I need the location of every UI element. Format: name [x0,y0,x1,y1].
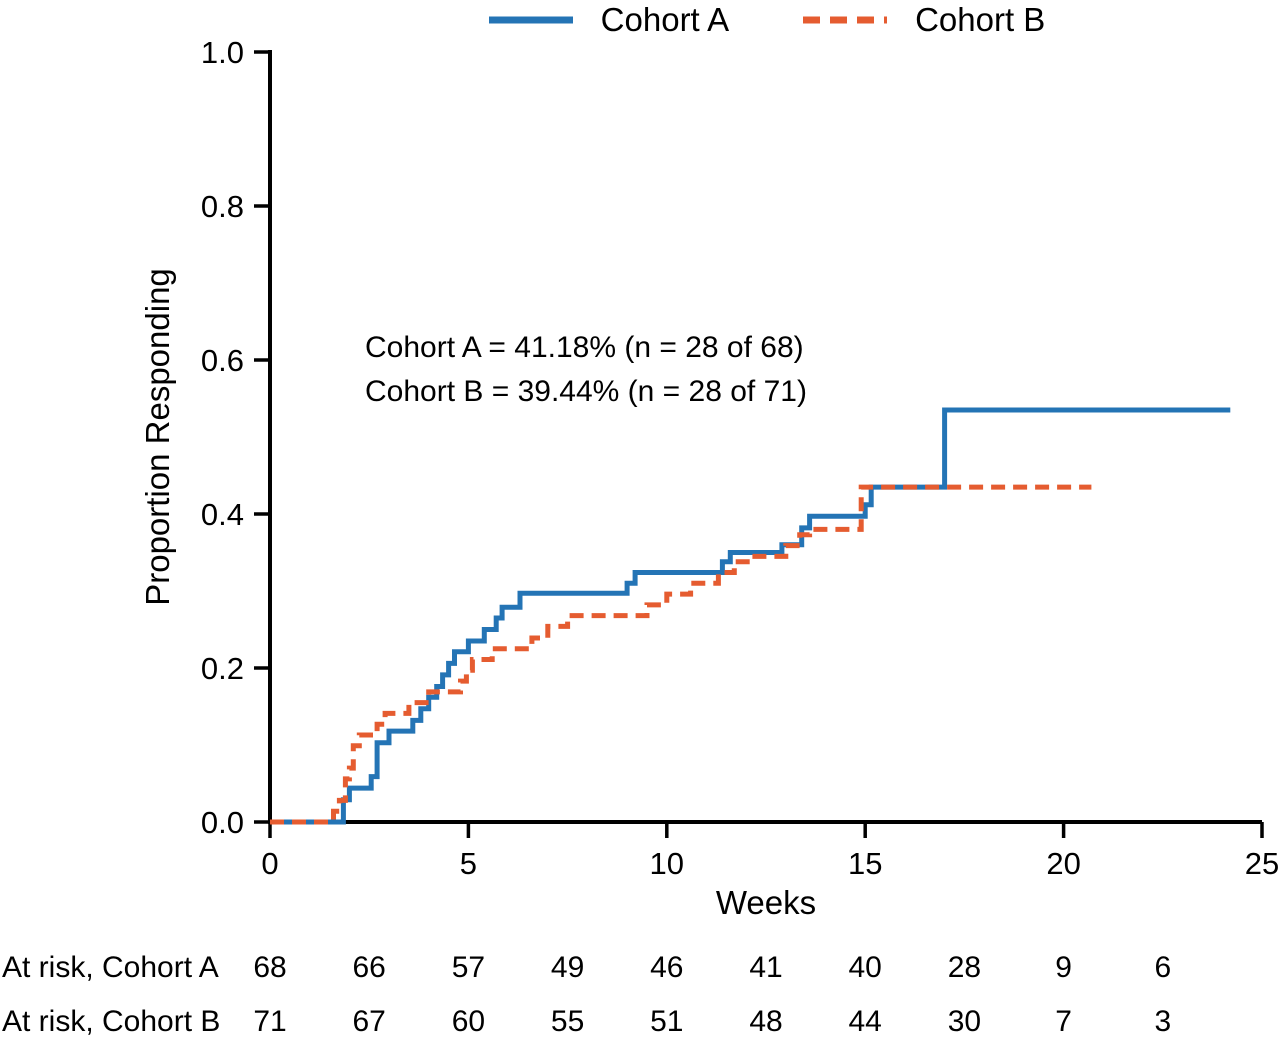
at-risk-value: 28 [947,951,982,984]
chart-legend: Cohort A Cohort B [270,0,1262,40]
at-risk-value: 9 [1055,951,1072,984]
at-risk-value: 7 [1055,1005,1072,1038]
cohort-b-line-sample [803,16,888,24]
at-risk-value: 71 [253,1005,287,1038]
x-axis-title: Weeks [715,884,817,921]
km-plot: 0.0 0.2 0.4 0.6 0.8 1.0 0 5 10 15 20 25 [201,35,1279,881]
x-tick-label: 0 [261,846,278,881]
at-risk-value: 55 [550,1005,585,1038]
annotation-cohort-b: Cohort B = 39.44% (n = 28 of 71) [365,375,807,408]
x-tick-label: 25 [1245,846,1279,881]
at-risk-value: 48 [749,1005,783,1038]
curve-cohort-b [270,484,1092,825]
at-risk-value: 46 [650,951,684,984]
x-tick-label: 15 [848,846,882,881]
curve-cohort-a [270,407,1231,825]
at-risk-value: 44 [848,1005,882,1038]
at-risk-value: 40 [848,951,882,984]
axis-lines [268,50,1262,824]
at-risk-value: 3 [1154,1005,1172,1038]
response-rate-annotation: Cohort A = 41.18% (n = 28 of 68) Cohort … [365,326,807,414]
at-risk-value: 68 [253,951,287,984]
legend-item-cohort-b: Cohort B [801,0,1045,40]
at-risk-value: 49 [550,951,585,984]
y-axis-title: Proportion Responding [139,268,176,606]
y-tick-label: 0.4 [201,497,244,532]
at-risk-value: 51 [650,1005,684,1038]
at-risk-value: 6 [1154,951,1172,984]
x-tick-label: 5 [460,846,477,881]
at-risk-value: 30 [947,1005,982,1038]
at-risk-value: 60 [451,1005,486,1038]
x-tick-label: 10 [650,846,684,881]
cohort-a-line-sample [488,16,573,24]
y-tick-label: 0.2 [201,651,244,686]
at-risk-value: 57 [451,951,486,984]
legend-item-cohort-a: Cohort A [487,0,729,40]
y-tick-label: 1.0 [201,35,244,70]
at-risk-value: 41 [749,951,783,984]
legend-label-cohort-b: Cohort B [915,1,1046,38]
y-tick-label: 0.0 [201,805,244,840]
y-tick-label: 0.8 [201,189,244,224]
y-tick-label: 0.6 [201,343,244,378]
legend-label-cohort-a: Cohort A [600,1,730,38]
annotation-cohort-a: Cohort A = 41.18% (n = 28 of 68) [365,331,804,364]
x-tick-label: 20 [1046,846,1080,881]
at-risk-value: 67 [352,1005,386,1038]
at-risk-row-label-cohort-b: At risk, Cohort B [2,1005,221,1038]
at-risk-value: 66 [352,951,386,984]
at-risk-row-label-cohort-a: At risk, Cohort A [2,951,219,984]
